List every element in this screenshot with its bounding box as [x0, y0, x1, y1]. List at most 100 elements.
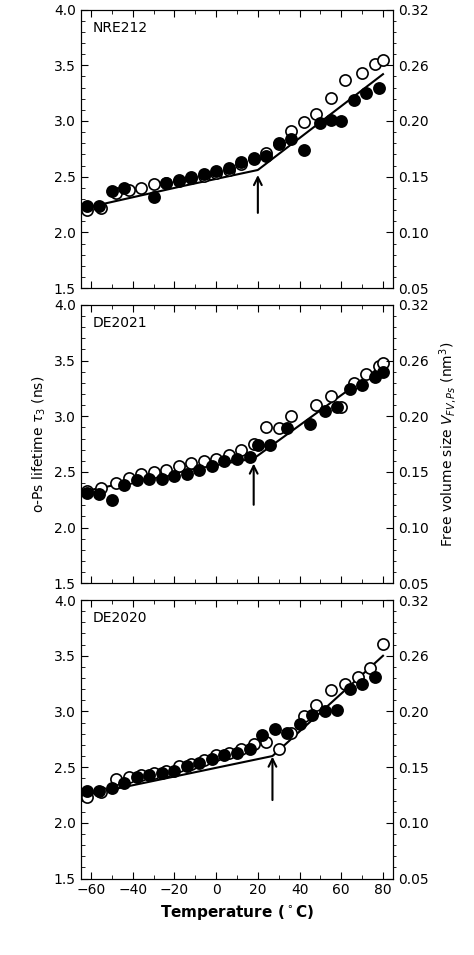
- Point: [327, 389, 335, 404]
- Point: [263, 145, 270, 160]
- Point: [98, 480, 105, 496]
- Point: [312, 397, 320, 413]
- Point: [212, 166, 220, 181]
- Point: [171, 763, 178, 778]
- Point: [237, 442, 245, 457]
- Point: [162, 462, 170, 478]
- Point: [162, 176, 170, 191]
- Point: [175, 174, 182, 189]
- Point: [283, 421, 291, 436]
- Point: [321, 704, 328, 719]
- Point: [137, 767, 145, 782]
- Point: [266, 437, 274, 453]
- Point: [237, 742, 245, 757]
- Point: [275, 421, 283, 436]
- Point: [263, 148, 270, 163]
- Point: [333, 400, 341, 415]
- Point: [158, 765, 166, 780]
- Point: [342, 676, 349, 691]
- Point: [187, 456, 195, 471]
- Point: [371, 56, 378, 72]
- X-axis label: Temperature ($^\circ$C): Temperature ($^\circ$C): [160, 903, 314, 922]
- Point: [212, 747, 220, 762]
- Point: [212, 163, 220, 179]
- Point: [175, 758, 182, 774]
- Point: [346, 382, 354, 397]
- Point: [200, 168, 208, 183]
- Point: [96, 487, 103, 502]
- Point: [221, 454, 228, 469]
- Point: [200, 753, 208, 768]
- Point: [196, 462, 203, 478]
- Point: [283, 725, 291, 740]
- Point: [367, 661, 374, 676]
- Point: [287, 123, 295, 138]
- Point: [125, 182, 132, 198]
- Point: [275, 136, 283, 151]
- Point: [108, 183, 116, 199]
- Point: [308, 707, 316, 722]
- Point: [146, 767, 153, 782]
- Point: [221, 747, 228, 762]
- Point: [287, 725, 295, 740]
- Point: [150, 189, 157, 204]
- Point: [96, 198, 103, 213]
- Point: [171, 469, 178, 484]
- Point: [112, 772, 120, 787]
- Point: [137, 467, 145, 482]
- Point: [358, 377, 366, 393]
- Point: [125, 770, 132, 785]
- Point: [250, 436, 257, 452]
- Point: [150, 177, 157, 192]
- Point: [187, 170, 195, 185]
- Point: [225, 448, 232, 463]
- Text: DE2020: DE2020: [93, 611, 147, 626]
- Point: [379, 636, 387, 651]
- Point: [150, 464, 157, 479]
- Point: [108, 780, 116, 796]
- Point: [175, 172, 182, 187]
- Point: [246, 450, 253, 465]
- Point: [112, 185, 120, 202]
- Point: [120, 478, 128, 493]
- Point: [327, 113, 335, 128]
- Point: [108, 492, 116, 507]
- Point: [375, 80, 383, 96]
- Point: [254, 437, 262, 453]
- Point: [379, 364, 387, 379]
- Point: [258, 728, 266, 743]
- Point: [246, 742, 253, 757]
- Point: [342, 72, 349, 87]
- Point: [183, 467, 191, 482]
- Point: [150, 765, 157, 780]
- Point: [371, 669, 378, 685]
- Point: [183, 758, 191, 774]
- Point: [300, 142, 308, 158]
- Point: [287, 409, 295, 424]
- Point: [379, 355, 387, 371]
- Point: [337, 400, 345, 415]
- Point: [346, 682, 354, 697]
- Point: [358, 65, 366, 81]
- Point: [212, 451, 220, 466]
- Point: [375, 358, 383, 373]
- Point: [327, 683, 335, 698]
- Point: [237, 155, 245, 170]
- Point: [200, 454, 208, 469]
- Point: [146, 471, 153, 486]
- Point: [225, 160, 232, 176]
- Point: [125, 470, 132, 485]
- Point: [233, 745, 241, 760]
- Point: [379, 52, 387, 67]
- Point: [321, 403, 328, 418]
- Point: [333, 703, 341, 718]
- Point: [354, 669, 362, 685]
- Point: [120, 180, 128, 196]
- Point: [363, 366, 370, 381]
- Point: [317, 116, 324, 131]
- Point: [137, 180, 145, 196]
- Point: [120, 775, 128, 791]
- Point: [350, 93, 357, 108]
- Y-axis label: Free volume size $V_{FV,Ps}$ (nm$^3$): Free volume size $V_{FV,Ps}$ (nm$^3$): [438, 341, 459, 547]
- Point: [287, 131, 295, 146]
